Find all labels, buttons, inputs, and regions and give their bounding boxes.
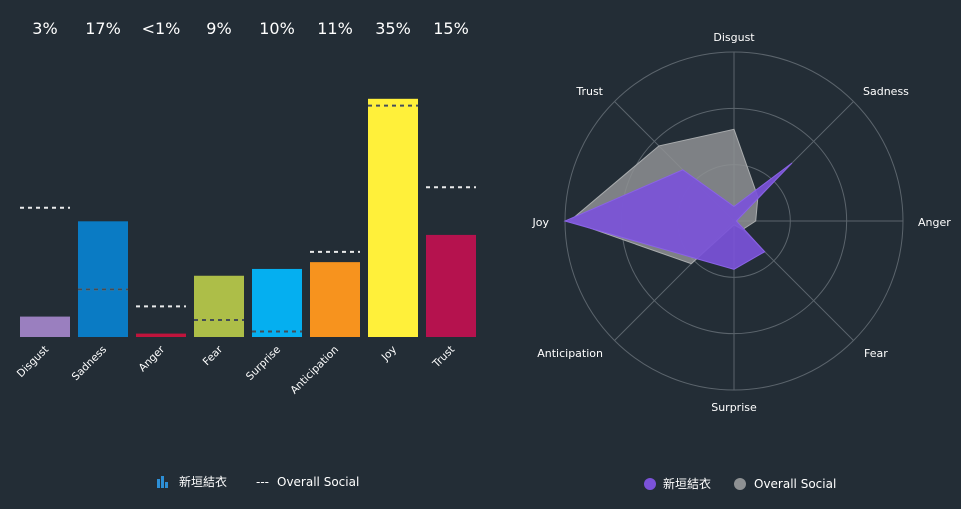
bar-value-label-anticipation: 11% [317,19,353,38]
bar-value-label-sadness: 17% [85,19,121,38]
radar-axis-label-anger: Anger [918,216,951,229]
radar-legend-overall-label: Overall Social [754,477,836,491]
radar-axis-label-surprise: Surprise [711,401,757,414]
bar-value-label-trust: 15% [433,19,469,38]
bar-value-label-anger: <1% [142,19,181,38]
bar-joy [368,98,418,337]
radar-axis-label-sadness: Sadness [863,85,909,98]
purple-dot-icon [644,478,656,490]
bar-anger [136,333,186,337]
radar-area-main-series [563,162,793,270]
radar-axis-label-joy: Joy [532,216,550,229]
bar-fear [194,275,244,337]
bar-chart-icon [157,476,168,488]
bar-value-label-fear: 9% [206,19,231,38]
radar-legend-series-label: 新垣結衣 [663,476,711,491]
bar-marks [20,98,476,337]
bar-value-label-joy: 35% [375,19,411,38]
dashed-line-icon: --- [256,475,269,489]
bar-anticipation [310,262,360,337]
radar-axis-labels: Disgust Sadness Anger Fear Surprise Anticipat… [532,31,952,414]
gray-dot-icon [734,478,746,490]
bar-percent-labels: 3% 17% <1% 9% 10% 11% 35% 15% [32,19,468,38]
radar-axis-label-trust: Trust [575,85,603,98]
bar-disgust [20,316,70,337]
bar-legend-overall-label: Overall Social [277,475,359,489]
radar-chart-legend: 新垣結衣 Overall Social [644,476,836,491]
bar-trust [426,234,476,337]
bar-sadness [78,221,128,337]
radar-axis-label-fear: Fear [864,347,888,360]
overall-social-dashes [20,104,476,333]
radar-chart: Disgust Sadness Anger Fear Surprise Anticipat… [532,31,952,414]
radar-series [563,128,793,270]
bar-surprise [252,268,302,337]
radar-axis-label-disgust: Disgust [713,31,755,44]
radar-axis-label-anticipation: Anticipation [537,347,603,360]
bar-value-label-disgust: 3% [32,19,57,38]
bar-legend-series-label: 新垣結衣 [179,474,227,489]
bar-chart-legend: 新垣結衣 --- Overall Social [157,474,359,489]
bar-value-label-surprise: 10% [259,19,295,38]
